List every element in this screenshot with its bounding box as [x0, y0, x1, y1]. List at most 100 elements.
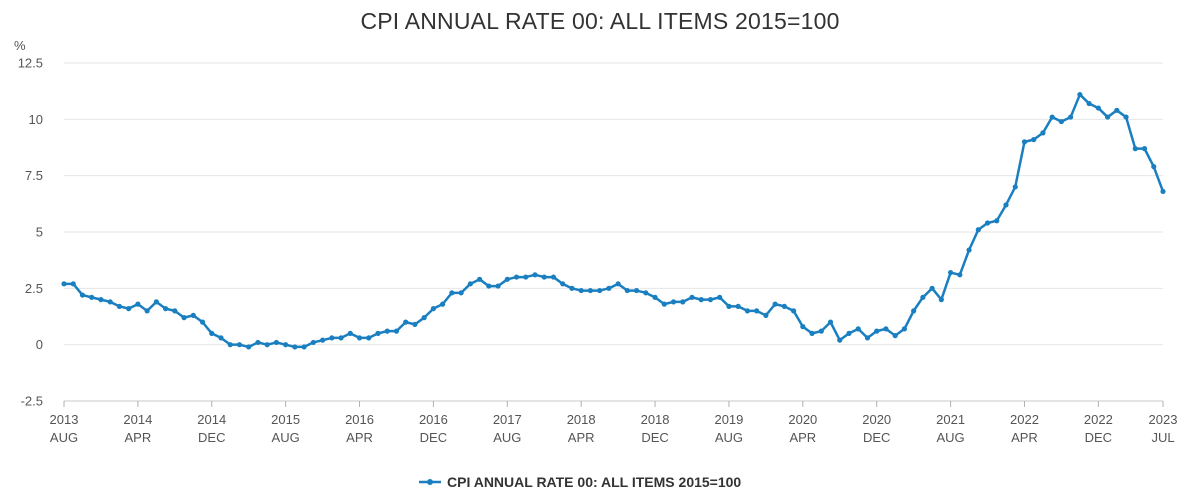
data-point — [541, 274, 547, 280]
data-point — [79, 292, 86, 298]
x-tick-label-month: APR — [568, 430, 595, 445]
data-point — [864, 335, 871, 341]
data-point — [236, 342, 243, 348]
x-tick-label-year: 2019 — [714, 412, 743, 427]
y-unit-label: % — [14, 38, 26, 53]
data-point — [495, 283, 501, 289]
x-tick-label-month: DEC — [198, 430, 225, 445]
data-point — [513, 274, 520, 280]
data-point — [633, 287, 640, 294]
x-tick-label-year: 2020 — [788, 412, 817, 427]
y-tick-label: 7.5 — [25, 168, 43, 183]
data-point — [938, 297, 944, 303]
data-point — [707, 297, 714, 303]
data-point — [800, 324, 806, 330]
data-point — [790, 308, 797, 314]
data-point — [144, 308, 150, 314]
data-point — [550, 274, 557, 280]
data-point — [1077, 91, 1083, 98]
data-point — [772, 301, 778, 307]
data-point — [597, 287, 603, 294]
x-tick-label-year: 2023 — [1149, 412, 1178, 427]
x-tick-label-month: AUG — [272, 430, 300, 445]
data-point — [680, 299, 686, 305]
data-point — [135, 301, 141, 307]
x-tick-label-month: APR — [346, 430, 373, 445]
data-point — [1021, 139, 1028, 145]
data-point — [486, 283, 492, 289]
data-point — [901, 326, 908, 332]
data-point — [698, 297, 704, 303]
x-tick-label-month: DEC — [641, 430, 668, 445]
x-tick-label-month: AUG — [493, 430, 521, 445]
y-tick-label: 5 — [36, 225, 43, 240]
data-point — [227, 342, 233, 348]
data-point — [1086, 100, 1092, 107]
x-tick-label-month: JUL — [1151, 430, 1174, 445]
x-tick-label-month: APR — [1011, 430, 1038, 445]
data-point — [449, 290, 455, 296]
data-point — [199, 319, 206, 325]
data-point — [624, 287, 630, 294]
data-point — [162, 306, 169, 312]
data-point — [366, 335, 372, 341]
data-point — [283, 342, 289, 348]
data-point — [273, 339, 280, 346]
data-point — [329, 335, 335, 341]
x-tick-label-year: 2022 — [1010, 412, 1039, 427]
data-point — [911, 308, 917, 314]
x-tick-label-year: 2018 — [567, 412, 596, 427]
legend-label: CPI ANNUAL RATE 00: ALL ITEMS 2015=100 — [447, 474, 741, 490]
data-point — [781, 303, 787, 309]
data-point — [883, 326, 889, 332]
data-point — [726, 303, 732, 309]
x-tick-label-month: DEC — [420, 430, 447, 445]
data-point — [1123, 114, 1129, 120]
data-point — [1132, 146, 1138, 152]
x-tick-label-month: AUG — [50, 430, 78, 445]
data-point — [1031, 137, 1037, 143]
data-point — [347, 330, 353, 336]
data-point — [532, 272, 538, 278]
data-point — [301, 344, 307, 350]
y-tick-label: 2.5 — [25, 281, 43, 296]
data-point — [606, 285, 612, 291]
x-tick-label-year: 2017 — [493, 412, 522, 427]
data-point — [994, 218, 1000, 224]
data-point — [984, 220, 991, 226]
data-point — [754, 308, 760, 314]
x-tick-label-month: APR — [125, 430, 152, 445]
data-point — [116, 303, 123, 309]
data-point — [827, 319, 834, 325]
data-point — [846, 330, 852, 336]
data-point — [855, 326, 861, 332]
data-point — [430, 306, 437, 312]
data-point — [1151, 164, 1157, 170]
data-point — [153, 299, 159, 305]
x-tick-label-year: 2022 — [1084, 412, 1113, 427]
x-tick-label-year: 2013 — [50, 412, 79, 427]
data-point — [957, 272, 963, 278]
legend-marker — [427, 479, 433, 485]
data-point — [126, 306, 132, 312]
data-point — [403, 319, 409, 325]
data-point — [652, 294, 658, 300]
data-point — [218, 335, 224, 341]
x-tick-label-year: 2016 — [419, 412, 448, 427]
data-point — [966, 247, 972, 253]
chart-title: CPI ANNUAL RATE 00: ALL ITEMS 2015=100 — [360, 8, 840, 34]
data-point — [476, 276, 483, 282]
data-point — [643, 290, 649, 296]
data-point — [1095, 105, 1101, 111]
x-tick-label-year: 2014 — [197, 412, 226, 427]
data-point — [874, 328, 880, 334]
data-point — [809, 330, 815, 336]
data-point — [670, 299, 677, 305]
data-point — [1068, 114, 1074, 120]
data-point — [523, 274, 529, 280]
x-tick-label-month: AUG — [937, 430, 965, 445]
data-point — [1114, 107, 1120, 113]
data-point — [818, 328, 824, 334]
data-point — [440, 301, 446, 307]
